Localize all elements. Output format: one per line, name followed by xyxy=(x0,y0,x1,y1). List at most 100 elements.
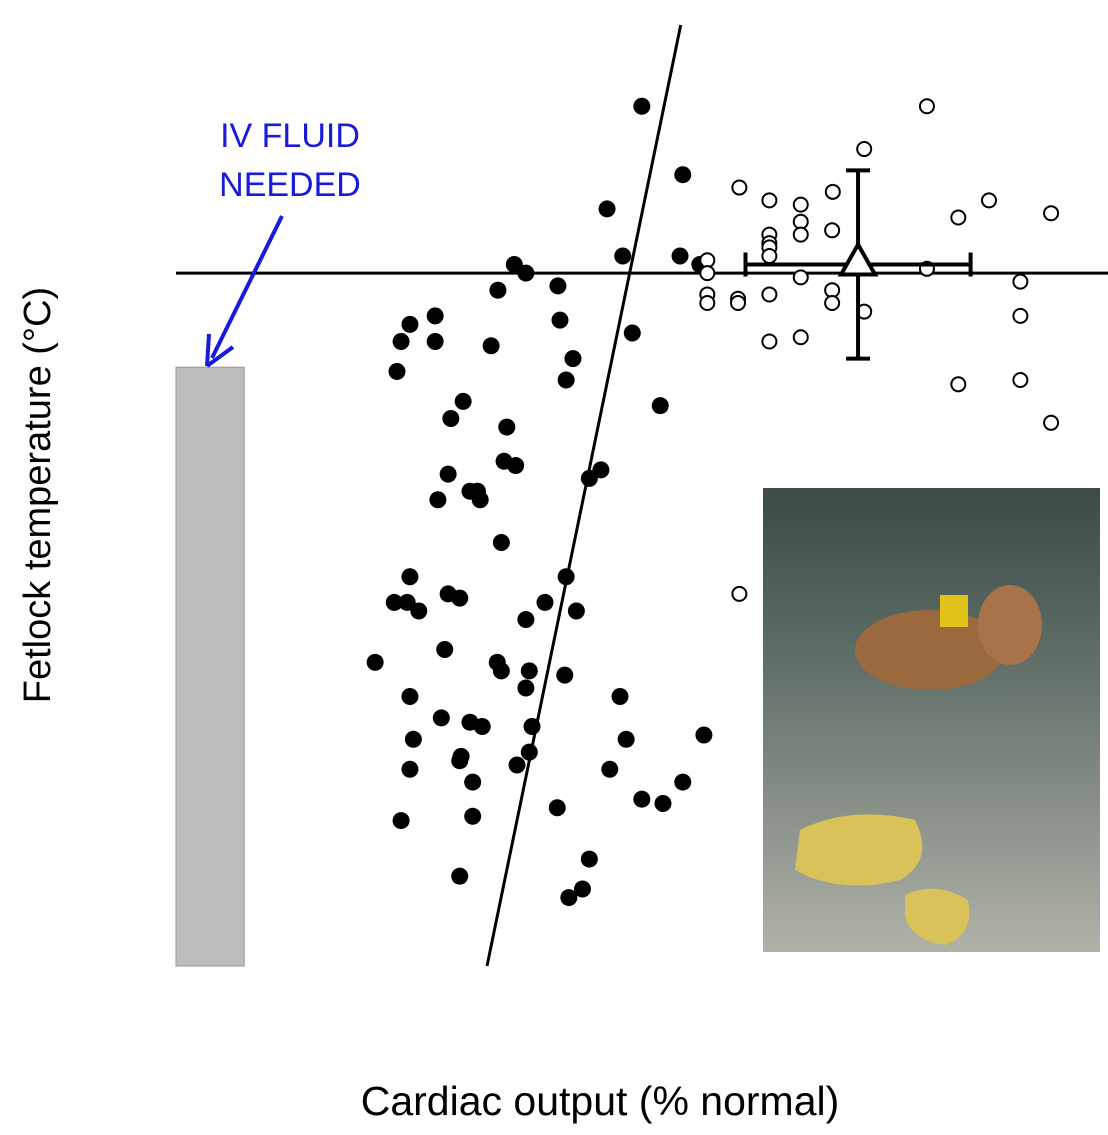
open-point xyxy=(1043,205,1060,222)
filled-point xyxy=(520,662,538,680)
open-point xyxy=(950,209,967,226)
filled-point xyxy=(410,602,428,620)
open-point xyxy=(824,222,841,239)
filled-point xyxy=(401,315,419,333)
filled-point xyxy=(623,324,641,342)
open-point xyxy=(950,376,967,393)
filled-point xyxy=(633,97,651,115)
annotation: IV FLUID xyxy=(220,117,360,155)
filled-point xyxy=(508,756,526,774)
filled-point xyxy=(651,397,669,415)
filled-point xyxy=(451,867,469,885)
open-point xyxy=(731,585,748,602)
open-point xyxy=(761,192,778,209)
open-point xyxy=(792,329,809,346)
open-point xyxy=(731,179,748,196)
filled-point xyxy=(454,392,472,410)
filled-point xyxy=(580,469,598,487)
filled-point xyxy=(464,807,482,825)
open-point xyxy=(699,295,716,312)
filled-point xyxy=(366,653,384,671)
filled-point xyxy=(580,850,598,868)
open-point xyxy=(824,295,841,312)
open-point xyxy=(792,226,809,243)
open-point xyxy=(856,141,873,158)
filled-point xyxy=(471,491,489,509)
filled-point xyxy=(548,799,566,817)
filled-point xyxy=(574,880,592,898)
filled-point xyxy=(392,812,410,830)
calf-body xyxy=(855,610,1005,690)
filled-point xyxy=(498,418,516,436)
filled-point xyxy=(426,333,444,351)
filled-point xyxy=(633,790,651,808)
filled-point xyxy=(426,307,444,325)
puddle xyxy=(905,888,970,945)
filled-point xyxy=(507,457,525,475)
filled-point xyxy=(611,688,629,706)
filled-point xyxy=(671,247,689,265)
open-point xyxy=(761,286,778,303)
filled-point xyxy=(560,889,578,907)
filled-point xyxy=(520,743,538,761)
plot-area: IV FLUID NEEDED xyxy=(175,24,1108,967)
filled-point xyxy=(442,410,460,428)
filled-point xyxy=(557,371,575,389)
filled-point xyxy=(564,350,582,368)
open-point xyxy=(981,192,998,209)
filled-point xyxy=(517,679,535,697)
filled-point xyxy=(601,760,619,778)
filled-point xyxy=(536,593,554,611)
filled-point xyxy=(392,333,410,351)
filled-point xyxy=(385,593,403,611)
open-point xyxy=(1043,414,1060,431)
fit-line xyxy=(485,24,683,967)
open-point xyxy=(761,247,778,264)
filled-point xyxy=(401,568,419,586)
filled-point xyxy=(404,730,422,748)
filled-point xyxy=(674,773,692,791)
shaded-region xyxy=(175,366,245,967)
y-axis-label: Fetlock temperature (°C) xyxy=(17,287,59,703)
ear-tag xyxy=(940,595,968,627)
filled-point xyxy=(551,311,569,329)
puddle xyxy=(795,814,923,886)
filled-point xyxy=(598,200,616,218)
photo-inset xyxy=(763,488,1100,952)
annotation-arrow xyxy=(210,215,284,359)
open-point xyxy=(761,333,778,350)
filled-point xyxy=(464,773,482,791)
filled-point xyxy=(439,465,457,483)
filled-point xyxy=(614,247,632,265)
filled-point xyxy=(674,166,692,184)
filled-point xyxy=(492,662,510,680)
filled-point xyxy=(523,717,541,735)
filled-point xyxy=(451,752,469,770)
filled-point xyxy=(517,264,535,282)
calf-head xyxy=(978,585,1042,665)
filled-point xyxy=(398,593,416,611)
filled-point xyxy=(482,337,500,355)
filled-point xyxy=(557,568,575,586)
photo-background xyxy=(763,488,1100,952)
filled-point xyxy=(473,717,491,735)
filled-point xyxy=(617,730,635,748)
filled-point xyxy=(549,277,567,295)
open-point xyxy=(1012,273,1029,290)
filled-point xyxy=(451,589,469,607)
filled-point xyxy=(567,602,585,620)
open-point xyxy=(1012,307,1029,324)
filled-point xyxy=(436,640,454,658)
filled-point xyxy=(388,362,406,380)
filled-point xyxy=(695,726,713,744)
open-point xyxy=(1012,372,1029,389)
filled-point xyxy=(505,256,523,274)
filled-point xyxy=(517,611,535,629)
annotation: NEEDED xyxy=(219,166,361,204)
open-point xyxy=(699,265,716,282)
x-axis-label: Cardiac output (% normal) xyxy=(361,1078,840,1124)
filled-point xyxy=(401,760,419,778)
filled-point xyxy=(654,794,672,812)
open-point xyxy=(824,183,841,200)
